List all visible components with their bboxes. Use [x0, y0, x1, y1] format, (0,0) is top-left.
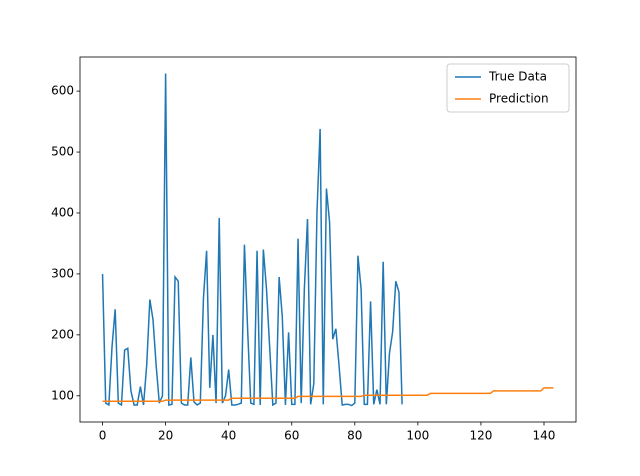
x-tick-label: 80	[347, 429, 362, 443]
legend-box	[446, 63, 570, 113]
y-tick-label: 100	[51, 388, 74, 402]
legend-label: True Data	[488, 70, 547, 84]
x-tick-label: 60	[284, 429, 299, 443]
data-line	[101, 73, 403, 407]
x-tick-label: 100	[406, 429, 429, 443]
data-line	[102, 387, 554, 403]
legend-label: Prediction	[489, 92, 549, 106]
x-tick-label: 120	[469, 429, 492, 443]
y-tick-label: 400	[51, 205, 74, 219]
x-tick-label: 140	[533, 429, 556, 443]
y-tick-label: 600	[51, 84, 74, 98]
x-tick-label: 0	[99, 429, 107, 443]
y-tick-label: 200	[51, 327, 74, 341]
y-tick-label: 300	[51, 266, 74, 280]
y-tick-label: 500	[51, 145, 74, 159]
x-tick-label: 20	[158, 429, 173, 443]
plot-frame	[79, 56, 577, 423]
x-tick-label: 40	[221, 429, 236, 443]
